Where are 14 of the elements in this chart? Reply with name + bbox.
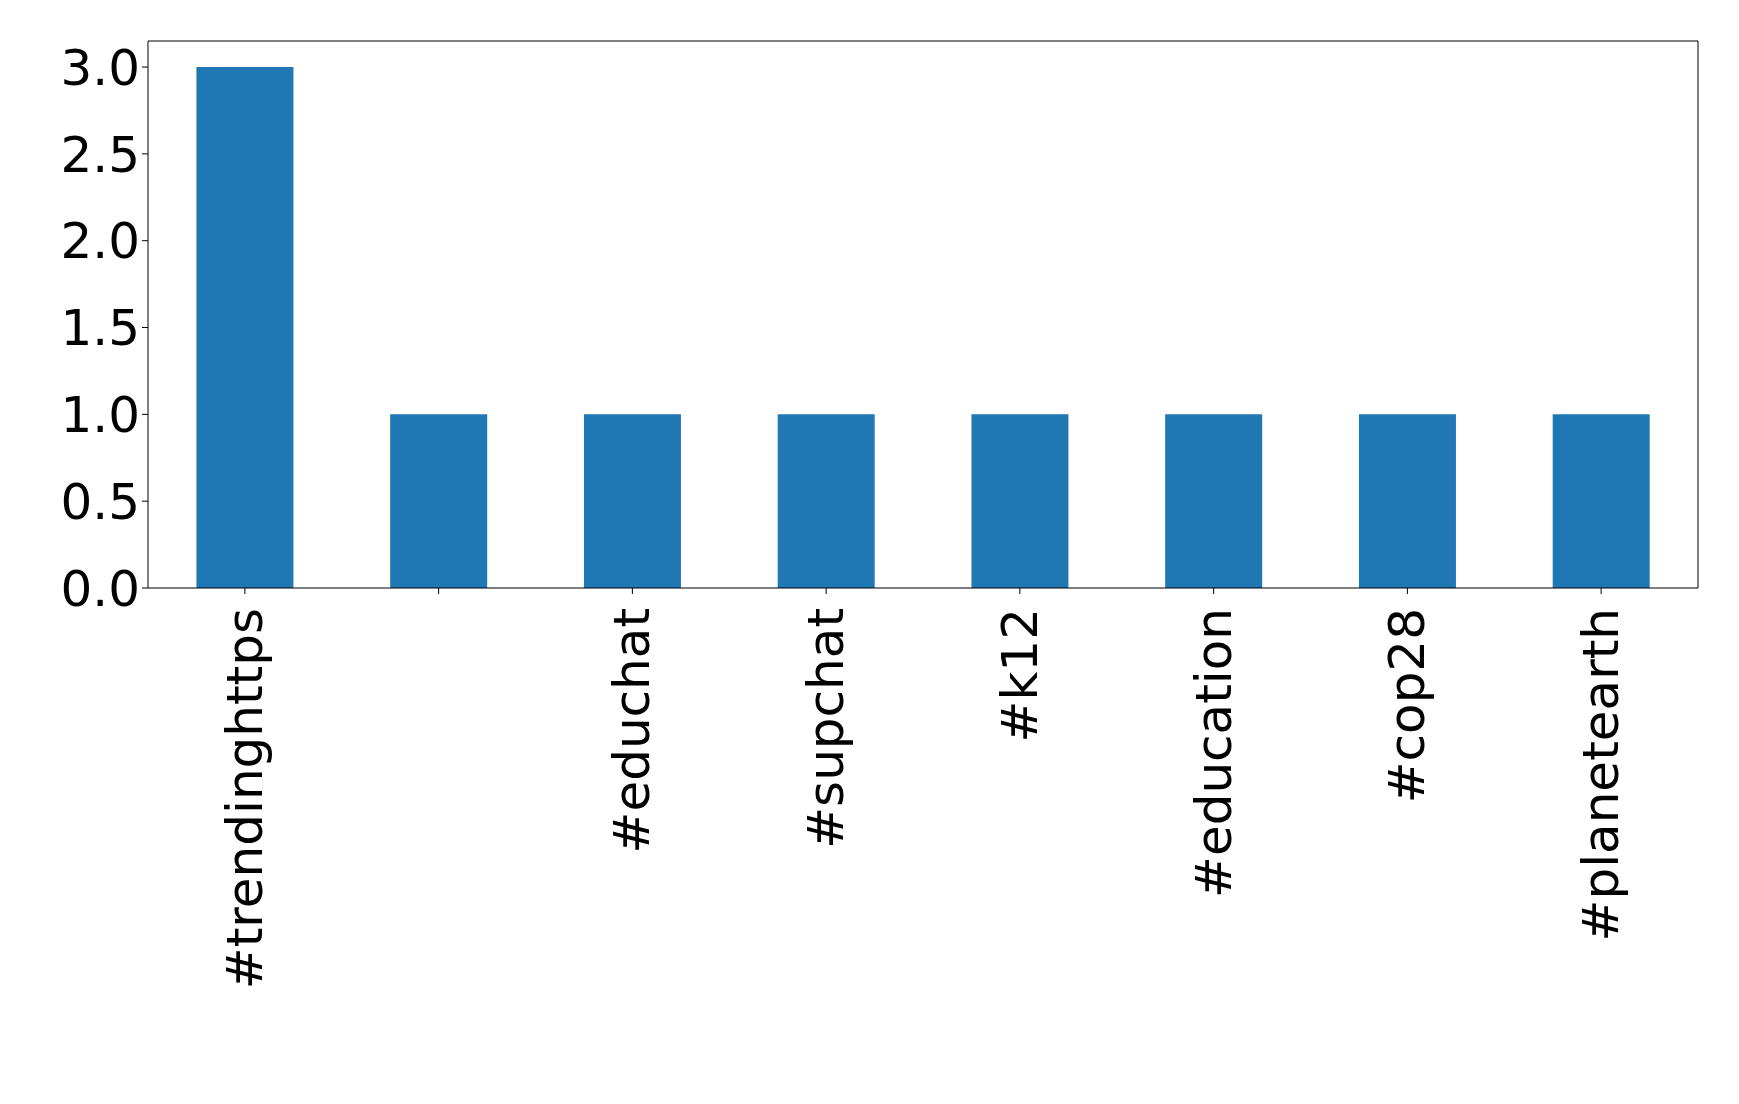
x-tick-label: #educhat [603, 608, 662, 854]
x-tick-label: #supchat [797, 608, 856, 849]
x-tick-label: #k12 [990, 608, 1049, 743]
x-tick-label: #planetearth [1572, 608, 1631, 942]
x-tick-label: #cop28 [1378, 608, 1437, 804]
y-tick-label: 1.0 [60, 386, 140, 445]
y-tick-label: 2.5 [60, 125, 140, 184]
y-tick-label: 1.5 [60, 299, 140, 358]
y-tick-label: 2.0 [60, 212, 140, 271]
x-tick-label: #education [1184, 608, 1243, 898]
y-tick-label: 3.0 [60, 38, 140, 97]
x-tick-label: #trendinghttps [215, 608, 274, 990]
y-tick-label: 0.0 [60, 559, 140, 618]
y-tick-label: 0.5 [60, 472, 140, 531]
